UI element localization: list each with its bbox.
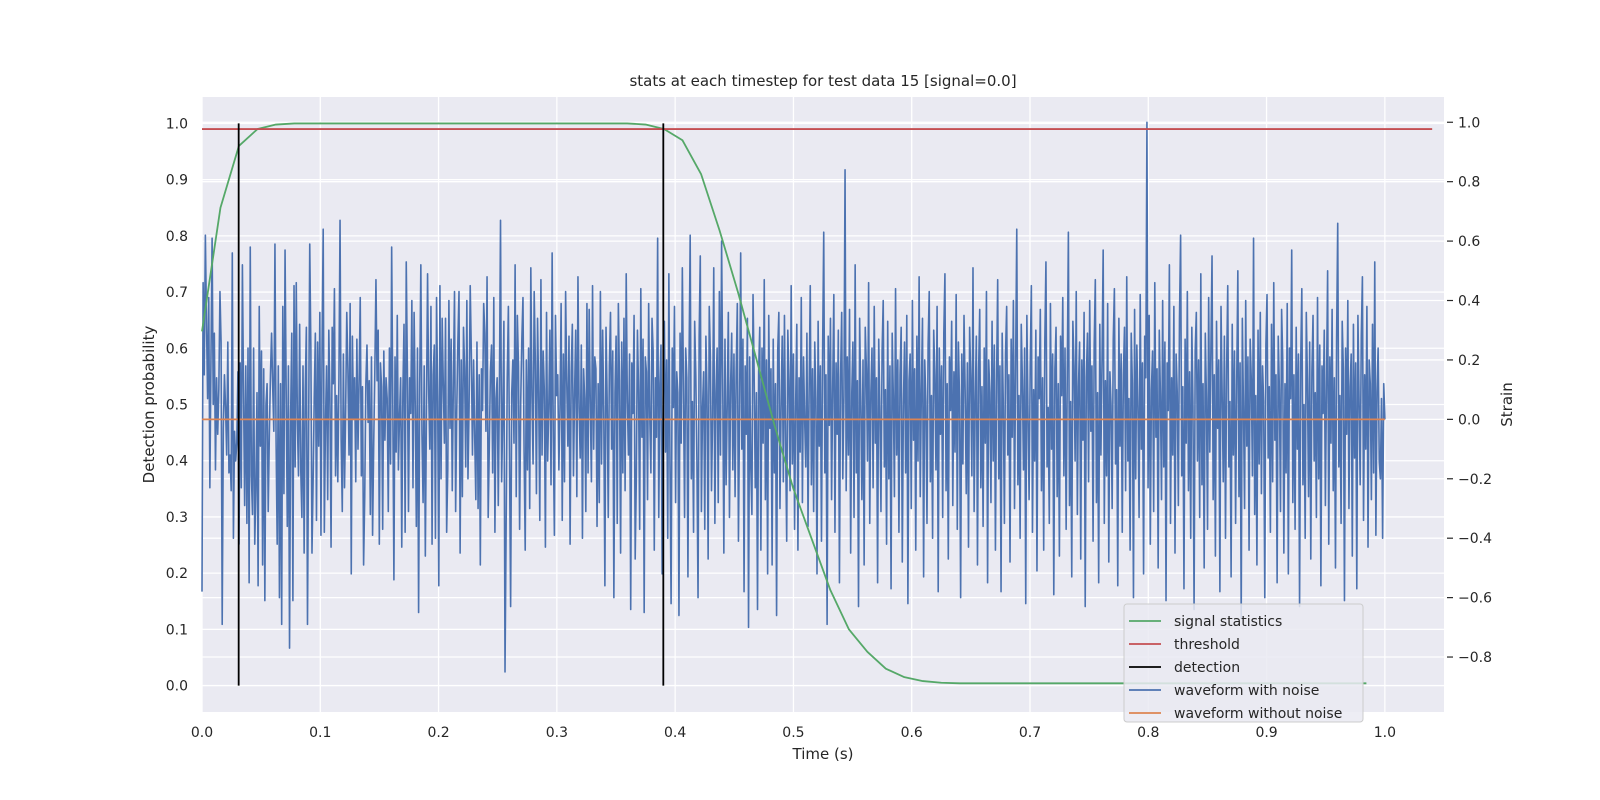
- x-tick-label-5: 0.5: [782, 725, 804, 741]
- series-waveform-with-noise: [201, 121, 1386, 673]
- x-axis-ticks: 0.0 0.1 0.2 0.3 0.4 0.5 0.6 0.7 0.8 0.9 1.0: [191, 725, 1396, 741]
- legend-label-waveform-without-noise: waveform without noise: [1174, 706, 1342, 722]
- y2-tick-label-6: 0.4: [1458, 294, 1480, 310]
- y-tick-label-0: 0.0: [166, 679, 188, 695]
- y2-tick-label-4: 0.0: [1458, 412, 1480, 428]
- y2-tick-label-7: 0.6: [1458, 234, 1480, 250]
- x-axis-label: Time (s): [792, 745, 854, 763]
- y2-axis-ticks: −0.8 −0.6 −0.4 −0.2 0.0 0.2 0.4 0.6 0.8 1.0: [1447, 115, 1492, 666]
- legend-label-signal-statistics: signal statistics: [1174, 614, 1282, 630]
- legend-label-detection: detection: [1174, 660, 1240, 676]
- y-tick-label-6: 0.6: [166, 341, 188, 357]
- y-tick-label-9: 0.9: [166, 173, 188, 189]
- y2-tick-label-1: −0.6: [1458, 591, 1492, 607]
- y-tick-label-10: 1.0: [166, 116, 188, 132]
- x-tick-label-2: 0.2: [427, 725, 449, 741]
- x-tick-label-6: 0.6: [901, 725, 923, 741]
- x-tick-label-1: 0.1: [309, 725, 331, 741]
- legend-label-waveform-with-noise: waveform with noise: [1174, 683, 1319, 699]
- x-tick-label-10: 1.0: [1374, 725, 1396, 741]
- y2-tick-label-2: −0.4: [1458, 531, 1492, 547]
- x-tick-label-8: 0.8: [1137, 725, 1159, 741]
- y2-axis-label: Strain: [1498, 382, 1516, 426]
- y-axis-ticks: 0.0 0.1 0.2 0.3 0.4 0.5 0.6 0.7 0.8 0.9 1.0: [166, 116, 188, 694]
- x-tick-label-3: 0.3: [546, 725, 568, 741]
- x-tick-label-7: 0.7: [1019, 725, 1041, 741]
- y-tick-label-8: 0.8: [166, 229, 188, 245]
- y-tick-label-7: 0.7: [166, 285, 188, 301]
- y-tick-label-4: 0.4: [166, 454, 188, 470]
- chart-title: stats at each timestep for test data 15 …: [629, 72, 1016, 90]
- legend-label-threshold: threshold: [1174, 637, 1240, 653]
- legend: signal statistics threshold detection wavef…: [1123, 603, 1364, 723]
- y-axis-label: Detection probability: [140, 326, 158, 484]
- y-tick-label-2: 0.2: [166, 566, 188, 582]
- legend-box: [1123, 603, 1364, 723]
- y-tick-label-1: 0.1: [166, 622, 188, 638]
- y2-tick-label-0: −0.8: [1458, 650, 1492, 666]
- y-tick-label-5: 0.5: [166, 398, 188, 414]
- y2-tick-label-3: −0.2: [1458, 472, 1492, 488]
- y-tick-label-3: 0.3: [166, 510, 188, 526]
- x-tick-label-9: 0.9: [1255, 725, 1277, 741]
- y2-tick-label-8: 0.8: [1458, 175, 1480, 191]
- x-tick-label-4: 0.4: [664, 725, 686, 741]
- y2-tick-label-9: 1.0: [1458, 115, 1480, 131]
- x-tick-label-0: 0.0: [191, 725, 213, 741]
- y2-tick-label-5: 0.2: [1458, 353, 1480, 369]
